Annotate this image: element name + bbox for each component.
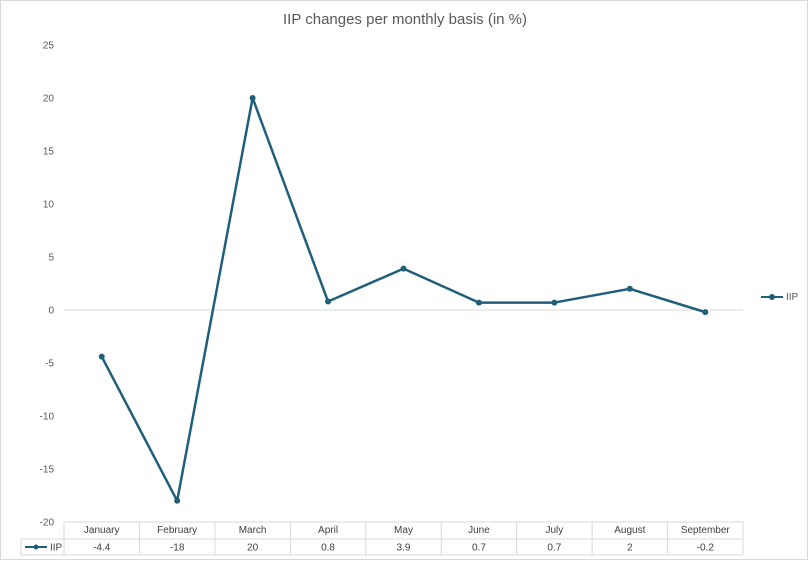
table-value-cell: 0.7 (472, 543, 486, 554)
series-line-iip (100, 96, 706, 503)
y-tick-label: 10 (43, 200, 55, 211)
y-tick-label: -10 (40, 412, 55, 423)
table-series-label: IIP (50, 543, 63, 554)
table-header-cell: June (468, 525, 490, 536)
legend-line-marker-icon (761, 292, 783, 302)
y-tick-label: 0 (48, 306, 54, 317)
table-value-cell: -0.2 (697, 543, 715, 554)
table-header-cell: September (681, 525, 731, 536)
table-header-cell: August (614, 525, 645, 536)
table-value-cell: 3.9 (397, 543, 411, 554)
data-point (551, 299, 558, 306)
table-header-cell: July (545, 525, 563, 536)
y-tick-label: -20 (40, 518, 55, 529)
legend-label: IIP (786, 291, 799, 303)
table-header-cell: April (318, 525, 338, 536)
data-point (174, 497, 181, 504)
table-header-cell: January (84, 525, 120, 536)
data-point (249, 95, 256, 101)
y-tick-label: 25 (43, 41, 55, 52)
data-point (400, 265, 407, 272)
data-point (98, 353, 105, 360)
table-value-cell: 2 (627, 543, 633, 554)
data-point (626, 285, 633, 292)
table-header-cell: February (157, 525, 197, 536)
y-tick-label: 15 (43, 147, 55, 158)
chart-title: IIP changes per monthly basis (in %) (282, 11, 527, 28)
table-value-cell: 20 (247, 543, 259, 554)
table-legend-marker (33, 544, 39, 550)
table-header-cell: March (239, 525, 267, 536)
table-value-cell: 0.7 (547, 543, 561, 554)
y-tick-label: 20 (43, 94, 55, 105)
y-tick-label: -15 (40, 465, 55, 476)
legend: IIP (761, 290, 798, 304)
table-value-cell: -4.4 (93, 543, 111, 554)
data-point (702, 309, 709, 316)
table-value-cell: 0.8 (321, 543, 335, 554)
y-tick-label: -5 (45, 359, 54, 370)
data-point (475, 299, 482, 306)
data-point (325, 298, 332, 305)
y-tick-label: 5 (48, 253, 54, 264)
table-value-cell: -18 (170, 543, 185, 554)
table-header-cell: May (394, 525, 413, 536)
